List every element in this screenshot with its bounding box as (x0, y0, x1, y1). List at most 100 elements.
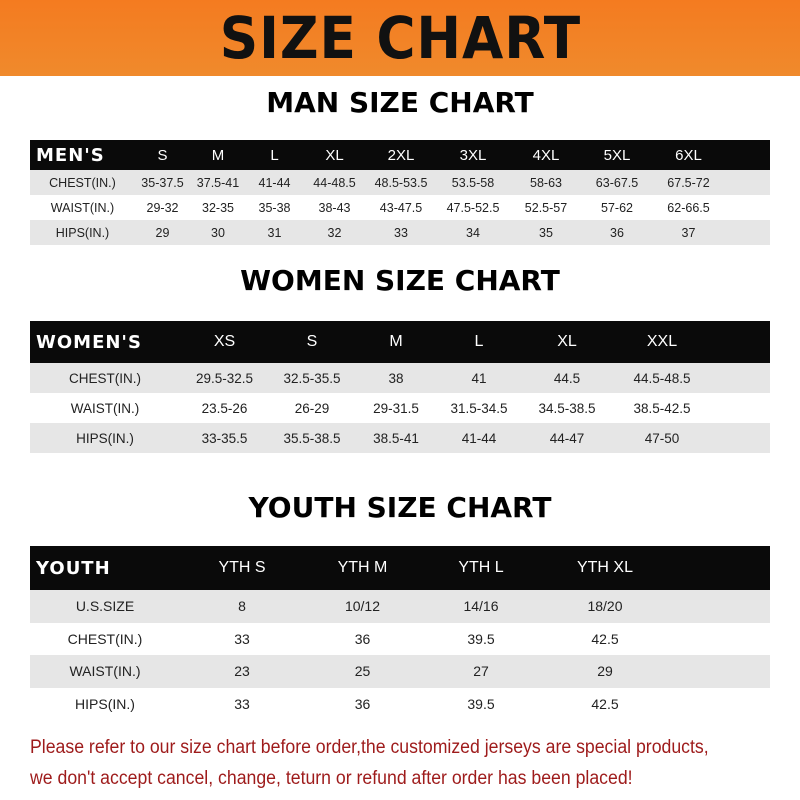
size-column-header: XL (557, 333, 577, 350)
measurement-cell: 29-32 (146, 200, 179, 215)
table-heading: WOMEN'S (36, 331, 142, 353)
youth-size-table: YOUTH YTH S YTH M YTH L YTH XL U.S.SIZE 8 10/12… (30, 546, 770, 720)
measurement-cell: 32 (327, 225, 342, 240)
measurement-cell: 42.5 (591, 695, 619, 712)
size-column-header: L (270, 146, 279, 164)
table-row: HIPS(IN.) 29 30 31 32 33 34 35 36 37 (30, 220, 770, 245)
measurement-cell: 47-50 (644, 430, 680, 446)
measurement-cell: 14/16 (463, 598, 499, 615)
table-row: CHEST(IN.) 33 36 39.5 42.5 (30, 622, 770, 655)
order-notice: Please refer to our size chart before or… (30, 732, 728, 794)
table-row: CHEST(IN.) 35-37.5 37.5-41 41-44 44-48.5 48.5… (30, 170, 770, 195)
men-size-table: MEN'S S M L XL 2XL 3XL 4XL 5XL 6XL CHEST(IN.) 35-37… (30, 140, 770, 245)
header-row: MEN'S S M L XL 2XL 3XL 4XL 5XL 6XL (30, 140, 770, 170)
measurement-cell: 33-35.5 (201, 430, 248, 446)
size-column-header: YTH S (218, 559, 266, 576)
measurement-cell: 67.5-72 (667, 175, 710, 190)
measurement-cell: 32-35 (202, 200, 234, 215)
header-row: WOMEN'S XS S M L XL XXL (30, 321, 770, 363)
row-label: WAIST(IN.) (70, 400, 140, 416)
measurement-cell: 27 (473, 663, 489, 680)
measurement-cell: 44-47 (549, 430, 585, 446)
notice-line-1: Please refer to our size chart before or… (30, 737, 709, 758)
row-label: HIPS(IN.) (55, 225, 110, 240)
measurement-cell: 43-47.5 (379, 200, 423, 215)
table-row: WAIST(IN.) 23 25 27 29 (30, 655, 770, 688)
measurement-cell: 58-63 (530, 175, 562, 190)
measurement-cell: 38.5-41 (373, 430, 419, 446)
table-row: WAIST(IN.) 23.5-26 26-29 29-31.5 31.5-34.5 34… (30, 393, 770, 423)
measurement-cell: 57-62 (601, 200, 633, 215)
measurement-cell: 42.5 (591, 630, 619, 647)
measurement-cell: 35-38 (258, 200, 291, 215)
table-heading: YOUTH (36, 557, 111, 579)
measurement-cell: 36 (354, 630, 371, 647)
measurement-cell: 23 (234, 663, 250, 680)
measurement-cell: 34.5-38.5 (538, 400, 596, 416)
measurement-cell: 23.5-26 (201, 400, 248, 416)
measurement-cell: 35 (539, 225, 553, 240)
size-column-header: 2XL (387, 146, 415, 164)
measurement-cell: 41 (471, 370, 487, 386)
table-row: HIPS(IN.) 33-35.5 35.5-38.5 38.5-41 41-44 44-… (30, 423, 770, 453)
size-column-header: 4XL (532, 146, 560, 164)
measurement-cell: 31.5-34.5 (450, 400, 508, 416)
measurement-cell: 26-29 (294, 400, 330, 416)
table-row: CHEST(IN.) 29.5-32.5 32.5-35.5 38 41 44.5 44.5… (30, 363, 770, 393)
row-label: CHEST(IN.) (69, 370, 141, 386)
measurement-cell: 38-43 (318, 200, 351, 215)
measurement-cell: 47.5-52.5 (446, 200, 500, 215)
measurement-cell: 33 (234, 630, 250, 647)
measurement-cell: 31 (267, 225, 282, 240)
table-row: U.S.SIZE 8 10/12 14/16 18/20 (30, 590, 770, 623)
measurement-cell: 25 (354, 663, 371, 680)
measurement-cell: 10/12 (344, 598, 381, 615)
measurement-cell: 29 (155, 225, 170, 240)
measurement-cell: 37 (681, 225, 696, 240)
women-section-title: WOMEN SIZE CHART (240, 264, 560, 297)
measurement-cell: 29 (597, 663, 613, 680)
measurement-cell: 44.5-48.5 (633, 370, 691, 386)
size-column-header: YTH M (337, 559, 388, 576)
page-title: SIZE CHART (219, 4, 581, 72)
size-column-header: XL (325, 146, 344, 164)
measurement-cell: 34 (466, 225, 480, 240)
measurement-cell: 18/20 (587, 598, 623, 615)
measurement-cell: 38.5-42.5 (633, 400, 691, 416)
row-label: WAIST(IN.) (50, 200, 115, 215)
row-label: CHEST(IN.) (67, 630, 143, 647)
measurement-cell: 33 (394, 225, 408, 240)
measurement-cell: 41-44 (461, 430, 497, 446)
table-row: HIPS(IN.) 33 36 39.5 42.5 (30, 687, 770, 720)
measurement-cell: 39.5 (467, 695, 495, 712)
size-column-header: M (389, 333, 403, 350)
measurement-cell: 44-48.5 (313, 175, 356, 190)
measurement-cell: 63-67.5 (595, 175, 639, 190)
measurement-cell: 29.5-32.5 (195, 370, 254, 386)
size-column-header: L (474, 333, 484, 350)
size-column-header: 5XL (603, 146, 631, 164)
row-label: HIPS(IN.) (76, 430, 134, 446)
women-size-table: WOMEN'S XS S M L XL XXL CHEST(IN.) 29.5-32.5 32.5… (30, 321, 770, 453)
size-column-header: YTH XL (576, 559, 633, 576)
men-section-title: MAN SIZE CHART (266, 86, 534, 119)
size-column-header: YTH L (458, 559, 504, 576)
youth-section-title: YOUTH SIZE CHART (248, 491, 552, 524)
measurement-cell: 52.5-57 (524, 200, 568, 215)
measurement-cell: 48.5-53.5 (374, 175, 428, 190)
measurement-cell: 36 (610, 225, 624, 240)
measurement-cell: 37.5-41 (196, 175, 240, 190)
measurement-cell: 38 (388, 370, 404, 386)
size-column-header: 6XL (675, 146, 702, 164)
measurement-cell: 35-37.5 (141, 175, 184, 190)
size-column-header: M (211, 146, 225, 164)
measurement-cell: 30 (211, 225, 225, 240)
measurement-cell: 62-66.5 (667, 200, 710, 215)
header-row: YOUTH YTH S YTH M YTH L YTH XL (30, 546, 770, 590)
title-banner: SIZE CHART (0, 0, 800, 76)
row-label: WAIST(IN.) (69, 663, 141, 680)
measurement-cell: 35.5-38.5 (283, 430, 341, 446)
notice-line-2: we don't accept cancel, change, teturn o… (30, 768, 633, 789)
size-column-header: XXL (646, 333, 678, 350)
measurement-cell: 41-44 (258, 175, 291, 190)
